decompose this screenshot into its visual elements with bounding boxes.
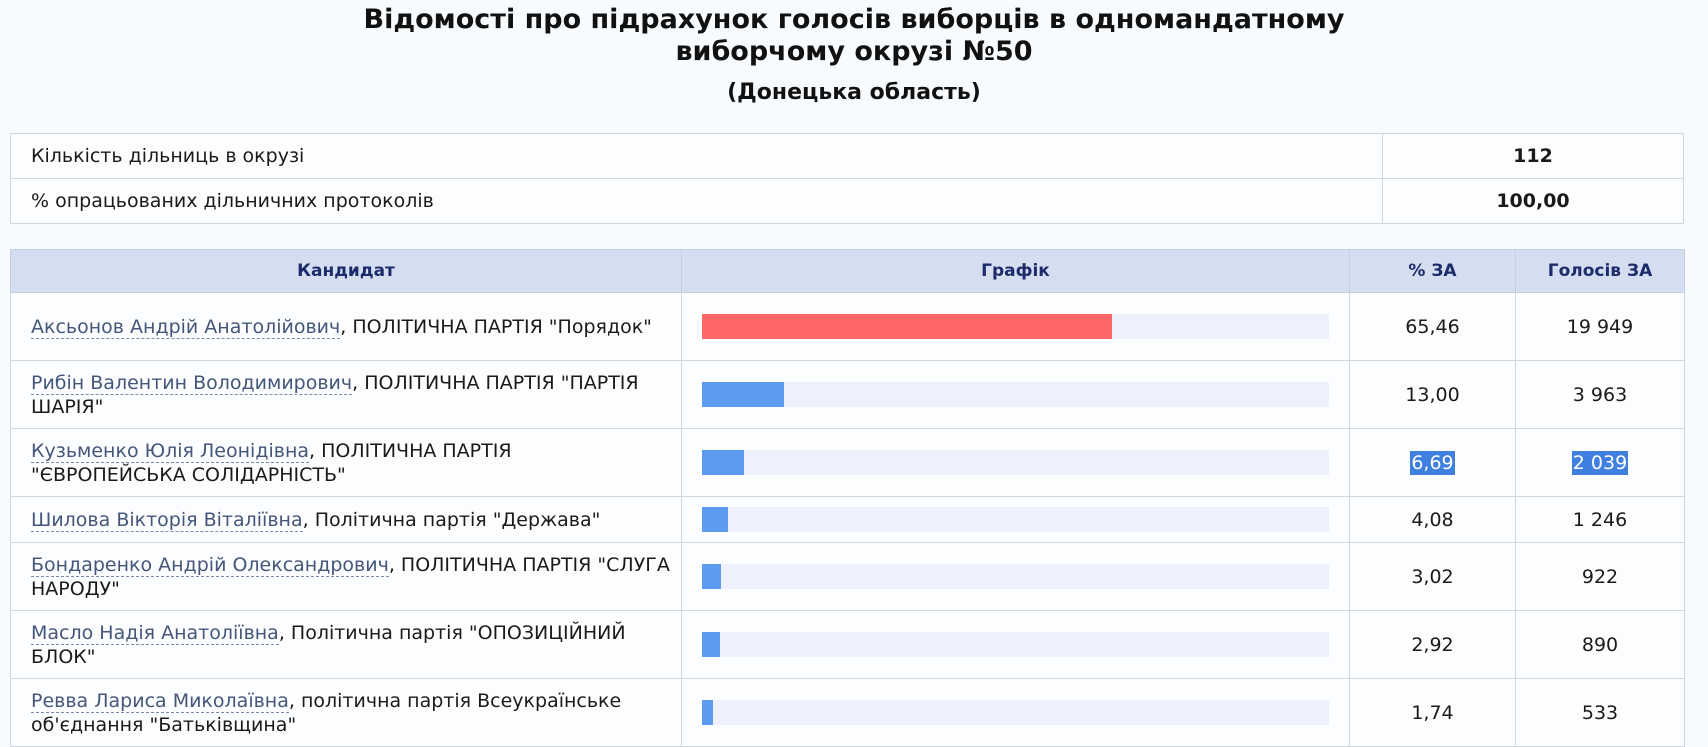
candidate-name-link[interactable]: Бондаренко Андрій Олександрович [31, 553, 389, 577]
candidate-cell: Кузьменко Юлія Леонідівна, ПОЛІТИЧНА ПАР… [10, 428, 682, 497]
table-row: Бондаренко Андрій Олександрович, ПОЛІТИЧ… [10, 542, 1685, 611]
candidate-party: , політична партія Всеукраїнське об'єдна… [31, 689, 622, 736]
column-header-graph: Графік [681, 249, 1350, 293]
graph-cell [681, 496, 1350, 543]
title-line-2: виборчому окрузі №50 [675, 36, 1033, 67]
graph-cell [681, 678, 1350, 747]
percent-value: 3,02 [1411, 565, 1454, 588]
vote-bar-fill [702, 564, 721, 589]
column-header-candidate: Кандидат [10, 249, 682, 293]
table-row: Рибін Валентин Володимирович, ПОЛІТИЧНА … [10, 360, 1685, 429]
votes-value: 890 [1581, 633, 1619, 656]
table-row: Аксьонов Андрій Анатолійович, ПОЛІТИЧНА … [10, 292, 1685, 361]
votes-cell: 922 [1515, 542, 1685, 611]
votes-cell: 2 039 [1515, 428, 1685, 497]
percent-cell: 13,00 [1349, 360, 1516, 429]
table-row: Шилова Вікторія Віталіївна, Політична па… [10, 496, 1685, 543]
summary-value: 112 [1382, 133, 1684, 179]
percent-value: 4,08 [1411, 508, 1454, 531]
votes-cell: 533 [1515, 678, 1685, 747]
column-header-percent: % ЗА [1349, 249, 1516, 293]
results-table: Кандидат Графік % ЗА Голосів ЗА Аксьонов… [10, 249, 1685, 747]
page-subtitle: (Донецька область) [727, 80, 981, 105]
table-row: Масло Надія Анатоліївна, Політична парті… [10, 610, 1685, 679]
vote-bar-fill [702, 507, 728, 532]
vote-bar-track [702, 507, 1329, 532]
summary-label: % опрацьованих дільничних протоколів [10, 178, 1383, 224]
percent-cell: 1,74 [1349, 678, 1516, 747]
votes-cell: 3 963 [1515, 360, 1685, 429]
candidate-name-link[interactable]: Масло Надія Анатоліївна [31, 621, 279, 645]
percent-cell: 6,69 [1349, 428, 1516, 497]
vote-bar-track [702, 632, 1329, 657]
candidate-name-link[interactable]: Шилова Вікторія Віталіївна [31, 508, 303, 532]
percent-cell: 65,46 [1349, 292, 1516, 361]
candidate-cell: Аксьонов Андрій Анатолійович, ПОЛІТИЧНА … [10, 292, 682, 361]
summary-label: Кількість дільниць в окрузі [10, 133, 1383, 179]
graph-cell [681, 360, 1350, 429]
candidate-party: , ПОЛІТИЧНА ПАРТІЯ "ПАРТІЯ ШАРІЯ" [31, 371, 639, 418]
candidate-cell: Шилова Вікторія Віталіївна, Політична па… [10, 496, 682, 543]
candidate-cell: Масло Надія Анатоліївна, Політична парті… [10, 610, 682, 679]
candidate-name-link[interactable]: Аксьонов Андрій Анатолійович [31, 315, 341, 339]
results-header-row: Кандидат Графік % ЗА Голосів ЗА [10, 249, 1685, 293]
votes-cell: 19 949 [1515, 292, 1685, 361]
candidate-party: , Політична партія "ОПОЗИЦІЙНИЙ БЛОК" [31, 621, 626, 668]
vote-bar-track [702, 564, 1329, 589]
candidate-name-link[interactable]: Ревва Лариса Миколаївна [31, 689, 289, 713]
votes-cell: 890 [1515, 610, 1685, 679]
vote-bar-track [702, 314, 1329, 339]
vote-bar-fill [702, 382, 784, 407]
candidate-cell: Рибін Валентин Володимирович, ПОЛІТИЧНА … [10, 360, 682, 429]
vote-bar-fill [702, 314, 1113, 339]
vote-bar-track [702, 450, 1329, 475]
column-header-votes: Голосів ЗА [1515, 249, 1685, 293]
votes-value: 19 949 [1566, 315, 1634, 338]
candidate-cell: Бондаренко Андрій Олександрович, ПОЛІТИЧ… [10, 542, 682, 611]
summary-row: % опрацьованих дільничних протоколів 100… [10, 178, 1684, 224]
vote-bar-track [702, 382, 1329, 407]
graph-cell [681, 610, 1350, 679]
percent-cell: 3,02 [1349, 542, 1516, 611]
percent-value: 1,74 [1411, 701, 1454, 724]
results-body: Аксьонов Андрій Анатолійович, ПОЛІТИЧНА … [10, 292, 1685, 747]
percent-cell: 4,08 [1349, 496, 1516, 543]
title-line-1: Відомості про підрахунок голосів виборці… [363, 4, 1345, 35]
votes-value: 2 039 [1571, 450, 1629, 475]
candidate-cell: Ревва Лариса Миколаївна, політична парті… [10, 678, 682, 747]
votes-value: 3 963 [1572, 383, 1628, 406]
candidate-party: , ПОЛІТИЧНА ПАРТІЯ "Порядок" [340, 315, 652, 338]
percent-value: 13,00 [1405, 383, 1460, 406]
percent-cell: 2,92 [1349, 610, 1516, 679]
vote-bar-track [702, 700, 1329, 725]
percent-value: 6,69 [1410, 450, 1455, 475]
summary-row: Кількість дільниць в окрузі 112 [10, 133, 1684, 179]
votes-cell: 1 246 [1515, 496, 1685, 543]
graph-cell [681, 292, 1350, 361]
vote-bar-fill [702, 700, 713, 725]
page-title: Відомості про підрахунок голосів виборці… [0, 4, 1708, 68]
table-row: Ревва Лариса Миколаївна, політична парті… [10, 678, 1685, 747]
graph-cell [681, 428, 1350, 497]
vote-bar-fill [702, 632, 721, 657]
votes-value: 533 [1581, 701, 1619, 724]
candidate-party: , ПОЛІТИЧНА ПАРТІЯ "ЄВРОПЕЙСЬКА СОЛІДАРН… [31, 439, 512, 486]
candidate-party: , ПОЛІТИЧНА ПАРТІЯ "СЛУГА НАРОДУ" [31, 553, 670, 600]
candidate-name-link[interactable]: Кузьменко Юлія Леонідівна [31, 439, 310, 463]
vote-bar-fill [702, 450, 744, 475]
votes-value: 1 246 [1572, 508, 1628, 531]
graph-cell [681, 542, 1350, 611]
summary-value: 100,00 [1382, 178, 1684, 224]
votes-value: 922 [1581, 565, 1619, 588]
candidate-name-link[interactable]: Рибін Валентин Володимирович [31, 371, 353, 395]
summary-table: Кількість дільниць в окрузі 112 % опраць… [10, 133, 1684, 224]
candidate-party: , Політична партія "Держава" [302, 508, 601, 531]
percent-value: 65,46 [1405, 315, 1460, 338]
table-row: Кузьменко Юлія Леонідівна, ПОЛІТИЧНА ПАР… [10, 428, 1685, 497]
percent-value: 2,92 [1411, 633, 1454, 656]
